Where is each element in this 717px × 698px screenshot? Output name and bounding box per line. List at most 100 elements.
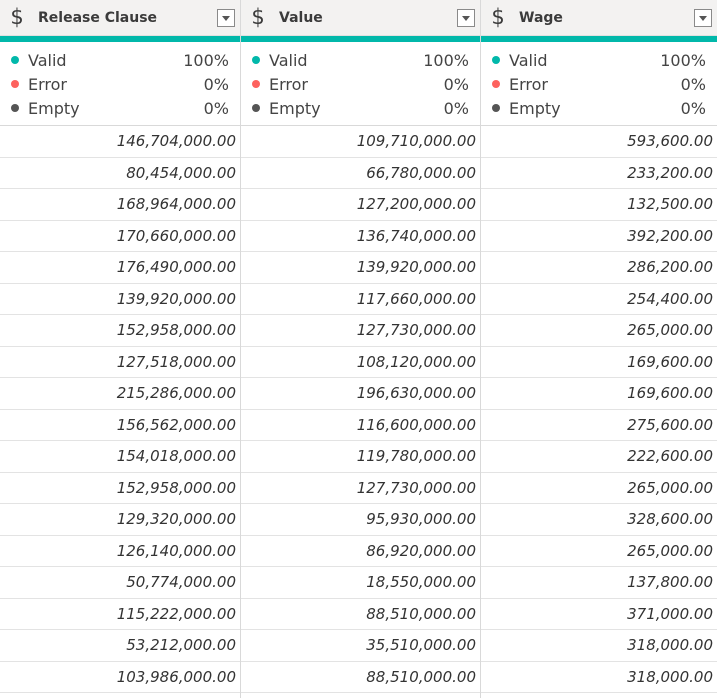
quality-error-label: Error bbox=[509, 74, 548, 94]
column-quality-bar[interactable] bbox=[241, 36, 480, 42]
table-cell[interactable]: 35,510,000.00 bbox=[241, 630, 480, 662]
table-cell[interactable]: 222,600.00 bbox=[481, 441, 717, 473]
table-cell[interactable]: 215,286,000.00 bbox=[0, 378, 240, 410]
table-cell[interactable]: 139,920,000.00 bbox=[0, 284, 240, 315]
table-cell[interactable]: 136,740,000.00 bbox=[241, 221, 480, 252]
quality-empty-percent: 0% bbox=[680, 98, 706, 118]
quality-error-row: Error 0% bbox=[0, 72, 240, 96]
table-cell[interactable]: 152,958,000.00 bbox=[0, 315, 240, 347]
quality-empty-row: Empty 0% bbox=[0, 96, 240, 120]
valid-dot bbox=[11, 56, 19, 64]
table-cell[interactable]: 127,730,000.00 bbox=[241, 315, 480, 347]
table-cell[interactable]: 127,518,000.00 bbox=[0, 347, 240, 378]
column-release-clause: $ Release Clause Valid 100% Error 0% Empty 0% 14… bbox=[0, 0, 241, 698]
table-cell[interactable]: 80,454,000.00 bbox=[0, 158, 240, 189]
table-cell[interactable]: 169,600.00 bbox=[481, 378, 717, 410]
table-cell[interactable]: 156,562,000.00 bbox=[0, 410, 240, 441]
table-cell[interactable]: 328,600.00 bbox=[481, 504, 717, 536]
quality-valid-percent: 100% bbox=[660, 50, 706, 70]
quality-empty-row: Empty 0% bbox=[481, 96, 717, 120]
quality-error-row: Error 0% bbox=[481, 72, 717, 96]
column-header[interactable]: $ Release Clause bbox=[0, 0, 240, 36]
table-cell[interactable]: 127,730,000.00 bbox=[241, 473, 480, 504]
table-cell[interactable]: 139,920,000.00 bbox=[241, 252, 480, 284]
column-header[interactable]: $ Value bbox=[241, 0, 480, 36]
column-header[interactable]: $ Wage bbox=[481, 0, 717, 36]
column-quality-summary: Valid 100% Error 0% Empty 0% bbox=[481, 42, 717, 126]
table-cell[interactable]: 116,600,000.00 bbox=[241, 410, 480, 441]
column-quality-summary: Valid 100% Error 0% Empty 0% bbox=[0, 42, 240, 126]
column-title[interactable]: Value bbox=[279, 9, 323, 26]
table-cell[interactable]: 146,704,000.00 bbox=[0, 126, 240, 158]
table-cell[interactable]: 318,000.00 bbox=[481, 630, 717, 662]
quality-empty-label: Empty bbox=[509, 98, 561, 118]
table-cell[interactable]: 127,200,000.00 bbox=[241, 189, 480, 221]
table-cell[interactable]: 117,660,000.00 bbox=[241, 284, 480, 315]
quality-empty-row: Empty 0% bbox=[241, 96, 480, 120]
table-cell[interactable]: 593,600.00 bbox=[481, 126, 717, 158]
table-cell[interactable]: 132,500.00 bbox=[481, 189, 717, 221]
table-cell[interactable]: 152,958,000.00 bbox=[0, 473, 240, 504]
table-cell[interactable]: 126,140,000.00 bbox=[0, 536, 240, 567]
table-cell[interactable]: 254,400.00 bbox=[481, 284, 717, 315]
quality-empty-label: Empty bbox=[28, 98, 80, 118]
column-title[interactable]: Wage bbox=[519, 9, 563, 26]
quality-valid-label: Valid bbox=[269, 50, 308, 70]
table-cell[interactable]: 233,200.00 bbox=[481, 158, 717, 189]
table-cell[interactable]: 50,774,000.00 bbox=[0, 567, 240, 599]
table-cell[interactable]: 53,212,000.00 bbox=[0, 630, 240, 662]
table-cell[interactable]: 86,920,000.00 bbox=[241, 536, 480, 567]
currency-icon[interactable]: $ bbox=[251, 5, 265, 29]
column-wage: $ Wage Valid 100% Error 0% Empty 0% 593,600.00 23… bbox=[481, 0, 717, 698]
table-cell[interactable]: 265,000.00 bbox=[481, 315, 717, 347]
column-title[interactable]: Release Clause bbox=[38, 9, 158, 26]
quality-valid-percent: 100% bbox=[423, 50, 469, 70]
quality-error-label: Error bbox=[269, 74, 308, 94]
quality-valid-label: Valid bbox=[509, 50, 548, 70]
table-cell[interactable]: 169,600.00 bbox=[481, 347, 717, 378]
table-cell[interactable]: 176,490,000.00 bbox=[0, 252, 240, 284]
table-cell[interactable]: 108,120,000.00 bbox=[241, 347, 480, 378]
quality-empty-label: Empty bbox=[269, 98, 321, 118]
error-dot bbox=[252, 80, 260, 88]
quality-empty-percent: 0% bbox=[203, 98, 229, 118]
column-quality-bar[interactable] bbox=[0, 36, 240, 42]
table-cell[interactable]: 18,550,000.00 bbox=[241, 567, 480, 599]
currency-icon[interactable]: $ bbox=[10, 5, 24, 29]
table-cell[interactable]: 103,986,000.00 bbox=[0, 662, 240, 693]
error-dot bbox=[492, 80, 500, 88]
table-cell[interactable]: 95,930,000.00 bbox=[241, 504, 480, 536]
filter-dropdown-button[interactable] bbox=[457, 9, 475, 27]
table-cell[interactable]: 137,800.00 bbox=[481, 567, 717, 599]
table-cell[interactable]: 88,510,000.00 bbox=[241, 662, 480, 693]
filter-dropdown-button[interactable] bbox=[217, 9, 235, 27]
table-cell[interactable]: 196,630,000.00 bbox=[241, 378, 480, 410]
table-cell[interactable]: 119,780,000.00 bbox=[241, 441, 480, 473]
quality-error-label: Error bbox=[28, 74, 67, 94]
table-cell[interactable]: 168,964,000.00 bbox=[0, 189, 240, 221]
table-cell[interactable]: 129,320,000.00 bbox=[0, 504, 240, 536]
valid-dot bbox=[492, 56, 500, 64]
filter-dropdown-button[interactable] bbox=[694, 9, 712, 27]
table-cell[interactable]: 88,510,000.00 bbox=[241, 599, 480, 630]
error-dot bbox=[11, 80, 19, 88]
table-cell[interactable]: 109,710,000.00 bbox=[241, 126, 480, 158]
table-cell[interactable]: 115,222,000.00 bbox=[0, 599, 240, 630]
table-cell[interactable]: 392,200.00 bbox=[481, 221, 717, 252]
table-cell[interactable]: 66,780,000.00 bbox=[241, 158, 480, 189]
quality-valid-row: Valid 100% bbox=[241, 48, 480, 72]
quality-error-percent: 0% bbox=[203, 74, 229, 94]
currency-icon[interactable]: $ bbox=[491, 5, 505, 29]
table-cell[interactable]: 371,000.00 bbox=[481, 599, 717, 630]
table-cell[interactable]: 170,660,000.00 bbox=[0, 221, 240, 252]
table-cell[interactable]: 265,000.00 bbox=[481, 473, 717, 504]
empty-dot bbox=[11, 104, 19, 112]
table-cell[interactable]: 275,600.00 bbox=[481, 410, 717, 441]
quality-error-percent: 0% bbox=[680, 74, 706, 94]
table-cell[interactable]: 154,018,000.00 bbox=[0, 441, 240, 473]
table-cell[interactable]: 286,200.00 bbox=[481, 252, 717, 284]
table-cell[interactable]: 318,000.00 bbox=[481, 662, 717, 693]
table-cell[interactable]: 265,000.00 bbox=[481, 536, 717, 567]
column-quality-bar[interactable] bbox=[481, 36, 717, 42]
